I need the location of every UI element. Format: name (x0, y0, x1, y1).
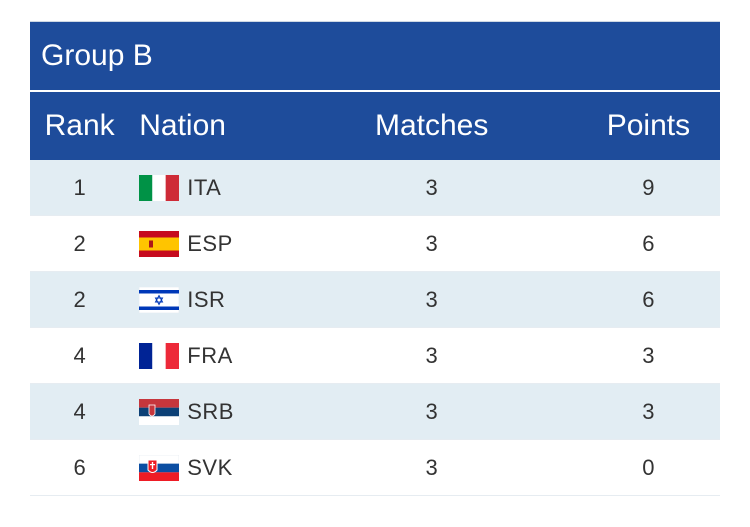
points-cell: 6 (642, 286, 655, 312)
france-flag-icon (139, 342, 180, 369)
points-cell: 6 (642, 230, 655, 256)
matches-cell: 3 (425, 342, 438, 368)
rank-cell: 4 (73, 398, 86, 424)
nation-cell: SRB (129, 398, 301, 425)
rank-cell: 4 (73, 342, 86, 368)
matches-cell: 3 (425, 454, 438, 480)
slovakia-flag-icon (139, 454, 180, 481)
matches-cell: 3 (425, 230, 438, 256)
column-header-nation[interactable]: Nation (139, 109, 226, 142)
column-header-points[interactable]: Points (606, 109, 691, 142)
italy-flag-icon (139, 174, 180, 201)
points-cell: 3 (642, 342, 655, 368)
nation-code[interactable]: FRA (187, 342, 233, 368)
group-title: Group B (30, 22, 720, 90)
column-header-matches[interactable]: Matches (374, 109, 489, 142)
matches-cell: 3 (425, 174, 438, 200)
nation-cell: ITA (129, 174, 301, 201)
points-cell: 9 (642, 174, 655, 200)
rank-cell: 2 (73, 286, 86, 312)
header-divider (30, 90, 720, 92)
serbia-flag-icon (139, 398, 180, 425)
table-row[interactable]: 6 SVK 3 0 (30, 440, 720, 496)
spain-flag-icon (139, 230, 180, 257)
table-row[interactable]: 4 FRA 3 3 (30, 328, 720, 384)
table-row[interactable]: 4 SRB 3 3 (30, 384, 720, 440)
nation-code[interactable]: ESP (187, 230, 233, 256)
nation-code[interactable]: ISR (187, 286, 226, 312)
nation-cell: SVK (129, 454, 301, 481)
nation-cell: FRA (129, 342, 301, 369)
table-row[interactable]: 2 ESP 3 6 (30, 216, 720, 272)
nation-code[interactable]: SVK (187, 454, 233, 480)
rank-cell: 6 (73, 454, 86, 480)
nation-code[interactable]: SRB (187, 398, 234, 424)
nation-cell: ESP (129, 230, 301, 257)
table-row[interactable]: 1 ITA 3 9 (30, 160, 720, 216)
nation-code[interactable]: ITA (187, 174, 222, 200)
rank-cell: 1 (73, 174, 86, 200)
matches-cell: 3 (425, 398, 438, 424)
rank-cell: 2 (73, 230, 86, 256)
nation-cell: ISR (129, 286, 301, 313)
points-cell: 3 (642, 398, 655, 424)
points-cell: 0 (642, 454, 655, 480)
israel-flag-icon (139, 286, 180, 313)
standings-table: Group B Rank Nation Matches Points 1 ITA… (30, 21, 720, 496)
matches-cell: 3 (425, 286, 438, 312)
column-header-rank[interactable]: Rank (44, 109, 115, 142)
column-header-row: Rank Nation Matches Points (30, 92, 720, 160)
table-row[interactable]: 2 ISR 3 6 (30, 272, 720, 328)
